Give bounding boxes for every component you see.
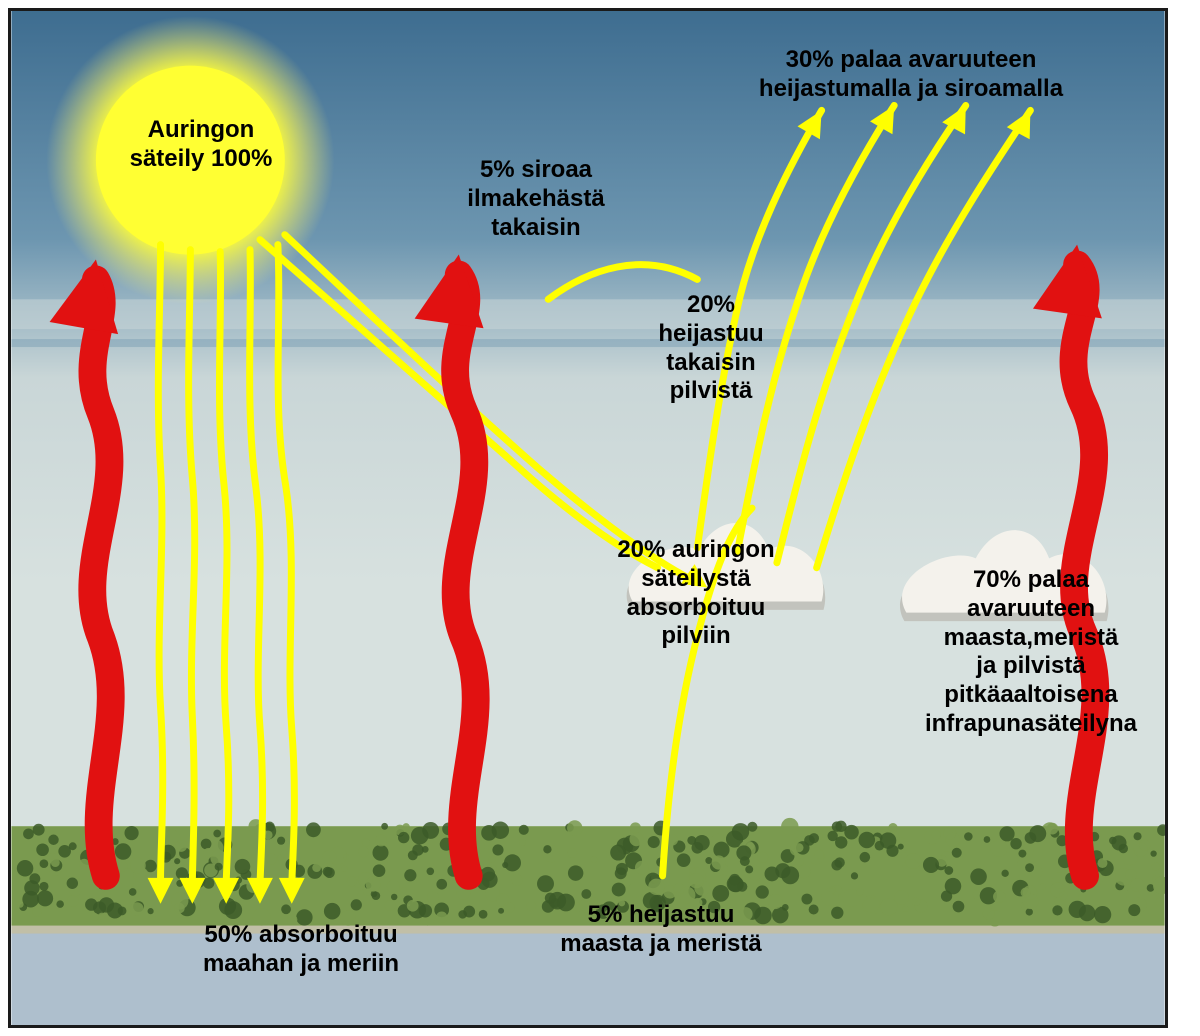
label-clouds-20-reflect: 20% heijastuu takaisin pilvistä [611, 291, 811, 406]
label-absorb-50: 50% absorboituu maahan ja meriin [151, 921, 451, 979]
label-ir-70: 70% palaa avaruuteen maasta,meristä ja p… [901, 566, 1161, 739]
label-clouds-20-absorb: 20% auringon säteilystä absorboituu pilv… [571, 536, 821, 651]
label-space-30: 30% palaa avaruuteen heijastumalla ja si… [681, 46, 1141, 104]
label-reflect-5: 5% heijastuu maasta ja meristä [511, 901, 811, 959]
diagram-frame: Auringon säteily 100% 5% siroaa ilmakehä… [8, 8, 1168, 1028]
label-scatter-5: 5% siroaa ilmakehästä takaisin [421, 156, 651, 242]
label-sun: Auringon säteily 100% [106, 116, 296, 174]
